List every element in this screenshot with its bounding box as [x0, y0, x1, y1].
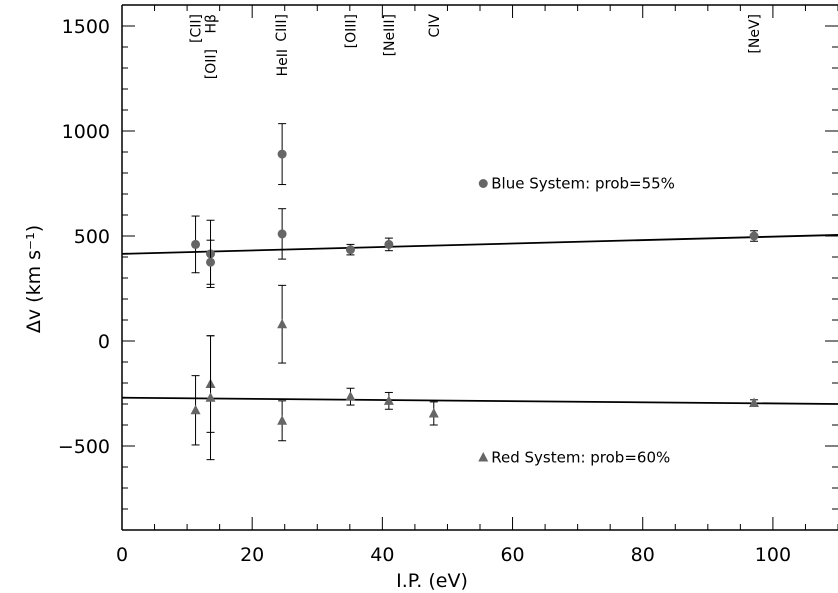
y-tick-label: 500	[74, 226, 110, 248]
red-system-point	[190, 375, 201, 446]
red-system-point	[749, 397, 760, 407]
x-tick-label: 60	[500, 544, 524, 566]
legend-label: Red System: prob=60%	[491, 449, 670, 467]
data-marker	[277, 415, 288, 425]
emission-line-labels: [CII]Hβ [OII] CIII] HeII [OIII] [NeIII] CIV [Ne…	[189, 14, 763, 80]
blue-system-point	[384, 237, 394, 252]
blue-system-point	[277, 208, 287, 260]
y-tick-label: 1500	[62, 16, 110, 38]
emission-line-label: CIII]	[274, 14, 290, 42]
blue-system-point	[749, 230, 759, 242]
data-marker	[190, 404, 201, 415]
red-system-point	[205, 335, 216, 461]
emission-line-label: [NeV]	[747, 14, 763, 54]
legend-label: Blue System: prob=55%	[491, 175, 675, 193]
legend: Blue System: prob=55% Red System: prob=60…	[478, 175, 675, 467]
data-marker	[345, 391, 356, 401]
x-tick-label: 0	[116, 544, 128, 566]
data-marker	[205, 392, 216, 402]
data-marker	[191, 239, 201, 249]
fit-line	[121, 234, 838, 255]
data-marker	[749, 231, 759, 241]
legend-item-blue: Blue System: prob=55%	[478, 175, 675, 193]
emission-line-label: [CII]	[189, 14, 205, 43]
triangle-marker-icon	[478, 452, 489, 462]
data-marker	[277, 318, 288, 329]
y-tick-label: 1000	[62, 121, 110, 143]
data-marker	[345, 245, 355, 255]
red-system-point	[383, 391, 394, 410]
red-system-point	[277, 400, 288, 442]
x-tick-label: 100	[755, 544, 791, 566]
x-tick-label: 40	[370, 544, 394, 566]
data-marker	[383, 395, 394, 405]
data-marker	[277, 149, 287, 159]
red-system-point	[345, 387, 356, 406]
data-marker	[384, 239, 394, 249]
x-axis-title: I.P. (eV)	[396, 570, 468, 592]
data-points	[190, 123, 760, 461]
blue-system-point	[345, 243, 355, 256]
red-system-point	[277, 284, 288, 364]
blue-system-point	[191, 215, 201, 274]
emission-line-label: HeII	[275, 49, 291, 76]
red-system-point	[428, 401, 439, 426]
axes: 0 20 40 60 80 100 −500 0 500 1000 1500	[58, 4, 838, 566]
emission-line-label: [OII]	[204, 49, 220, 79]
emission-line-label: [OIII]	[343, 14, 359, 48]
blue-system-point	[277, 123, 287, 186]
y-tick-label: 0	[98, 331, 110, 353]
emission-line-label: Hβ	[204, 14, 220, 33]
y-tick-label: −500	[58, 436, 110, 458]
legend-item-red: Red System: prob=60%	[478, 449, 670, 467]
blue-system-point	[206, 239, 216, 285]
fit-lines	[121, 234, 838, 405]
fit-line	[121, 396, 838, 405]
x-tick-label: 80	[631, 544, 655, 566]
emission-line-label: [NeIII]	[382, 14, 398, 56]
data-marker	[428, 407, 439, 418]
data-marker	[749, 397, 760, 407]
y-axis-title: Δv (km s⁻¹)	[23, 225, 45, 333]
circle-marker-icon	[478, 179, 488, 188]
data-marker	[206, 257, 216, 267]
data-marker	[277, 229, 287, 239]
emission-line-label: CIV	[427, 14, 443, 38]
x-tick-label: 20	[240, 544, 264, 566]
